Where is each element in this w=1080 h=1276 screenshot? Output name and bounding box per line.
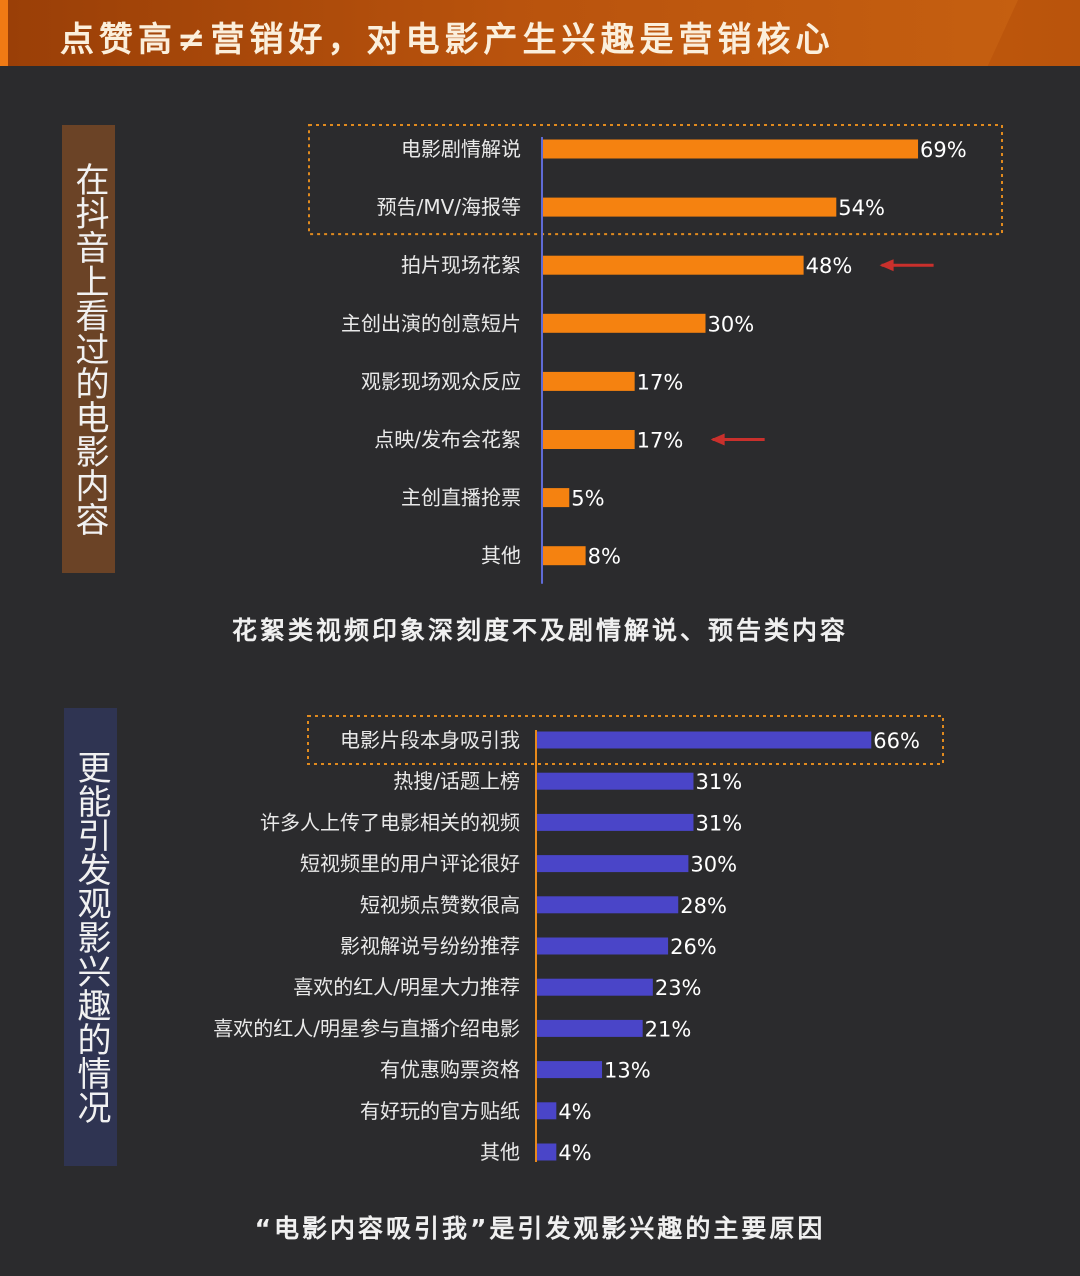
category-label: 喜欢的红人/明星参与直播介绍电影 (213, 1016, 520, 1040)
value-label: 17% (637, 429, 684, 453)
category-label: 观影现场观众反应 (361, 369, 521, 393)
value-label: 30% (690, 853, 737, 877)
bar (542, 430, 635, 449)
value-label: 31% (695, 770, 742, 794)
bar (536, 1061, 603, 1079)
value-label: 23% (655, 976, 702, 1000)
header-banner: 点赞高≠营销好，对电影产生兴趣是营销核心 (0, 0, 1080, 66)
bar (536, 813, 694, 831)
category-label: 许多人上传了电影相关的视频 (260, 810, 520, 834)
category-label: 点映/发布会花絮 (374, 428, 521, 452)
pointer-arrow (879, 259, 934, 272)
pointer-arrow (710, 433, 765, 446)
category-label: 短视频里的用户评论很好 (300, 852, 520, 876)
category-label: 热搜/话题上榜 (393, 769, 520, 793)
category-label: 主创出演的创意短片 (341, 311, 521, 335)
category-label: 喜欢的红人/明星大力推荐 (293, 975, 520, 999)
value-label: 5% (571, 487, 604, 511)
bar (542, 255, 804, 275)
bar (542, 371, 635, 391)
bar (536, 1102, 557, 1120)
category-label: 短视频点赞数很高 (360, 893, 520, 917)
value-label: 54% (838, 196, 885, 220)
value-label: 4% (558, 1141, 591, 1165)
bar (536, 1019, 643, 1037)
chart2-side-label: 更能引发观影兴趣的情况 (64, 708, 117, 1166)
value-label: 31% (695, 811, 742, 835)
value-label: 30% (708, 312, 755, 336)
category-label: 有好玩的官方贴纸 (360, 1099, 520, 1123)
bar (542, 197, 837, 217)
bar (536, 978, 653, 996)
value-label: 26% (670, 935, 717, 959)
bar (536, 731, 872, 749)
category-label: 拍片现场花絮 (401, 253, 521, 277)
bar (536, 855, 689, 873)
category-label: 其他 (480, 1140, 520, 1164)
highlight-box (307, 715, 944, 765)
header-banner-inner (8, 0, 1018, 66)
category-label: 主创直播抢票 (401, 486, 521, 510)
page-title: 点赞高≠营销好，对电影产生兴趣是营销核心 (60, 20, 835, 60)
content-watched-chart: 电影剧情解说 69% 预告/MV/海报等 54% 拍片现场花絮 48% 主创出演的创意短片 3… (308, 124, 1003, 584)
category-label: 有优惠购票资格 (380, 1058, 520, 1082)
value-label: 69% (920, 138, 967, 162)
bar (536, 896, 679, 914)
chart2-caption: “电影内容吸引我”是引发观影兴趣的主要原因 (254, 1214, 826, 1243)
highlight-box (308, 124, 1003, 236)
chart1-caption: 花絮类视频印象深刻度不及剧情解说、预告类内容 (231, 616, 848, 645)
bar (542, 313, 706, 333)
chart1-side-label: 在抖音上看过的电影内容 (62, 125, 115, 573)
category-label: 其他 (481, 544, 521, 568)
value-label: 13% (604, 1059, 651, 1083)
value-label: 66% (873, 729, 920, 753)
value-label: 21% (645, 1017, 692, 1041)
value-label: 48% (806, 254, 853, 278)
value-label: 17% (637, 370, 684, 394)
bar (542, 488, 570, 508)
value-label: 28% (680, 894, 727, 918)
bar (542, 139, 919, 159)
value-label: 8% (588, 545, 621, 569)
category-label: 电影剧情解说 (401, 137, 521, 161)
bar (536, 772, 694, 790)
bar (542, 546, 586, 566)
category-label: 影视解说号纷纷推荐 (340, 934, 520, 958)
category-label: 预告/MV/海报等 (377, 195, 521, 219)
value-label: 4% (558, 1100, 591, 1124)
bar (536, 1143, 557, 1161)
category-label: 电影片段本身吸引我 (340, 728, 520, 752)
bar (536, 937, 669, 955)
